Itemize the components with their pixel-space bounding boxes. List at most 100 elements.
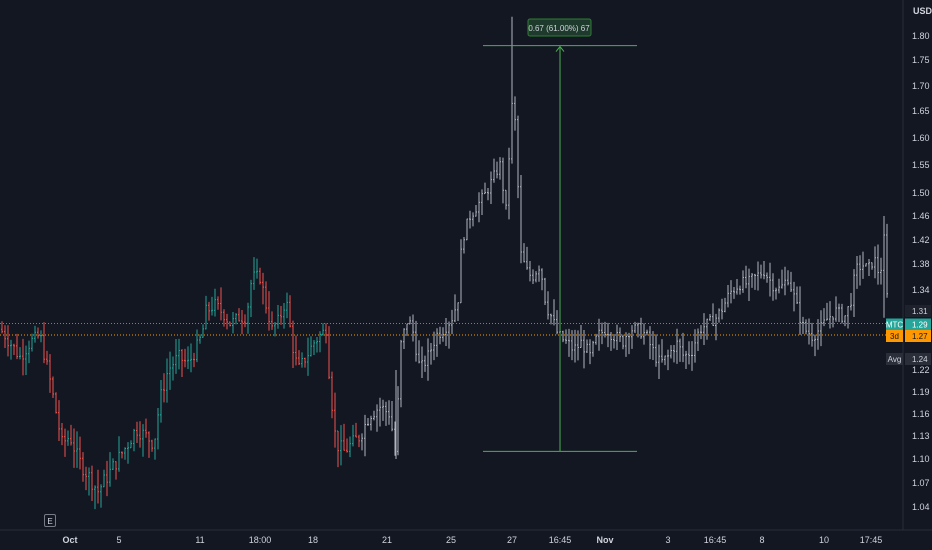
ohlc-bar (367, 417, 369, 427)
ohlc-bar (763, 260, 765, 280)
ohlc-bar (556, 310, 558, 335)
ohlc-bar (424, 355, 426, 372)
ohlc-bar (427, 338, 429, 381)
ohlc-bar (1, 321, 3, 334)
events-toggle-button[interactable]: E (44, 514, 56, 527)
ohlc-bar (466, 218, 468, 241)
ohlc-bar (544, 277, 546, 306)
ohlc-bar (19, 347, 21, 360)
ohlc-bar (844, 315, 846, 327)
y-tick-label: 1.80 (912, 31, 930, 41)
ohlc-bar (190, 343, 192, 373)
ohlc-bar (28, 340, 30, 364)
x-tick-label: 17:45 (860, 535, 883, 545)
ohlc-bar (37, 327, 39, 339)
ohlc-bar (274, 322, 276, 337)
ohlc-bar (100, 484, 102, 508)
ohlc-bar (658, 344, 660, 379)
ohlc-bar (334, 392, 336, 448)
ohlc-bar (124, 447, 126, 460)
ohlc-bar (496, 161, 498, 179)
ohlc-bar (193, 352, 195, 368)
ohlc-bar (712, 303, 714, 326)
price-label: MTC 1.29 (886, 318, 931, 331)
x-tick-label: 25 (446, 535, 456, 545)
ohlc-bar (205, 295, 207, 330)
measure-tool[interactable]: 0.67 (61.00%) 67 (483, 18, 637, 452)
ohlc-bar (592, 340, 594, 357)
price-label-name: MTC (886, 321, 904, 330)
ohlc-bar (331, 371, 333, 419)
ohlc-bar (820, 310, 822, 347)
ohlc-bar (673, 345, 675, 363)
ohlc-bar (97, 469, 99, 504)
ohlc-bar (643, 323, 645, 345)
measure-label: 0.67 (61.00%) 67 (528, 24, 590, 33)
ohlc-bar (868, 259, 870, 277)
ohlc-bar (601, 322, 603, 345)
ohlc-bar (724, 297, 726, 313)
ohlc-bar (472, 212, 474, 227)
ohlc-bar (850, 292, 852, 311)
y-tick-label: 1.34 (912, 285, 930, 295)
ohlc-bar (172, 356, 174, 381)
ohlc-bar (526, 246, 528, 270)
ohlc-bar (778, 278, 780, 294)
ohlc-bar (769, 262, 771, 297)
ohlc-bar (547, 291, 549, 320)
ohlc-bar (661, 339, 663, 363)
ohlc-bar (118, 436, 120, 472)
x-axis[interactable]: Oct 5 11 18:00 18 21 25 27 16:45 Nov 3 16:45 8 10 17:4… (62, 535, 882, 545)
ohlc-bar (13, 343, 15, 356)
ohlc-bar (802, 316, 804, 334)
ohlc-bar (244, 314, 246, 328)
ohlc-bar (715, 313, 717, 341)
ohlc-bar (181, 349, 183, 377)
ohlc-bar (760, 264, 762, 279)
ohlc-bar (112, 458, 114, 470)
ohlc-bar (148, 431, 150, 458)
ohlc-bar (280, 306, 282, 325)
ohlc-bar (838, 303, 840, 322)
price-label-value: 1.27 (912, 332, 928, 341)
ohlc-bar (454, 294, 456, 323)
ohlc-bar (235, 313, 237, 325)
ohlc-bar (238, 308, 240, 322)
ohlc-bar (691, 341, 693, 371)
x-tick-label: 21 (382, 535, 392, 545)
ohlc-bar (268, 291, 270, 331)
ohlc-bar (589, 339, 591, 365)
ohlc-bar (448, 321, 450, 349)
ohlc-bar (685, 350, 687, 369)
ohlc-bar (292, 320, 294, 368)
ohlc-bar (646, 329, 648, 336)
ohlc-bar (115, 461, 117, 480)
ohlc-bar (610, 331, 612, 351)
ohlc-bar (379, 397, 381, 427)
ohlc-bar (355, 422, 357, 438)
ohlc-bar (259, 267, 261, 285)
ohlc-bar (742, 270, 744, 293)
ohlc-bar (130, 440, 132, 449)
ohlc-bar (358, 434, 360, 448)
ohlc-bar (565, 329, 567, 344)
ohlc-bar (865, 263, 867, 267)
ohlc-bar (325, 323, 327, 344)
ohlc-bar (790, 271, 792, 293)
ohlc-bar (730, 280, 732, 304)
ohlc-bar (751, 272, 753, 288)
ohlc-bar (175, 338, 177, 374)
ohlc-bar (505, 189, 507, 210)
ohlc-bar (880, 257, 882, 285)
ohlc-bar (349, 436, 351, 458)
ohlc-bar (85, 466, 87, 491)
ohlc-bar (313, 340, 315, 356)
ohlc-bar (64, 428, 66, 457)
ohlc-bar (346, 438, 348, 453)
ohlc-bar (58, 400, 60, 441)
ohlc-bar (310, 336, 312, 357)
ohlc-bar (508, 147, 510, 220)
ohlc-bar (211, 296, 213, 316)
x-tick-label: Nov (596, 535, 613, 545)
